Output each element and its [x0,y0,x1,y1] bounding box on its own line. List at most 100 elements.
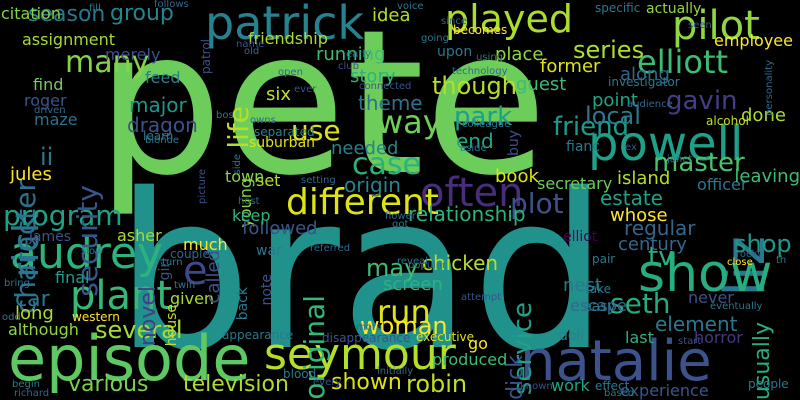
word-television: television [183,372,289,397]
word-close: close [727,257,753,268]
word-nest: nest [563,275,602,296]
word-picture: picture [197,169,208,204]
word-last: last [625,328,654,347]
word-keep: keep [232,206,271,225]
word-woman: woman [360,312,448,340]
word-leaving: leaving [734,166,800,187]
word-run: run [377,293,431,331]
word-guest: guest [516,74,567,95]
word-never: never [688,288,734,307]
word-story: story [350,66,396,87]
word-done: done [741,105,786,126]
word-elliot: elliot [563,229,598,245]
word-estate: estate [600,186,663,210]
word-group: group [110,1,174,26]
word-although: although [8,320,79,339]
word-open: open [278,67,303,78]
word-actually: actually [646,1,702,17]
word-note: note [259,274,275,306]
word-early: early [346,49,372,60]
word-technology: technology [452,66,508,77]
word-pilot: pilot [672,3,760,49]
word-voice: voice [397,1,424,12]
word-got: got [392,219,409,230]
word-e: e [183,248,208,294]
word-different: different [286,182,439,223]
word-book: book [495,166,539,187]
word-screen: screen [383,274,443,295]
word-doll: doll [559,328,585,344]
word-followed: followed [242,218,318,239]
word-appearance: appearance [222,328,294,342]
word-series: series [573,36,645,64]
word-played: played [445,0,573,41]
word-plot: plot [510,187,564,220]
word-along: along [620,64,670,85]
word-moral: moral [356,322,385,333]
word-island: island [617,168,671,189]
word-buy: buy [506,130,522,157]
word-experience: experience [620,381,709,400]
word-people: people [748,377,789,391]
word-end: end [456,129,494,153]
word-owns: owns [250,115,276,126]
word-set: set [256,171,281,190]
word-popular: popular [408,260,447,271]
word-may: may [366,254,419,282]
word-six: six [266,84,292,105]
word-setting: setting [301,175,336,186]
word-shown: shown [331,370,402,395]
word-blonde: blonde [145,135,180,146]
word-separated: separated [254,125,315,139]
word-origin: origin [344,173,401,197]
word-war: war [256,243,282,259]
word-richard: richard [14,388,50,399]
word-rocky: rocky [736,249,763,260]
word-back: back [235,287,251,321]
word-name: name [236,39,265,50]
word-audrey: audrey [10,228,164,279]
word-begin: begin [12,379,40,390]
word-gavin: gavin [666,86,738,116]
word-executive: executive [416,330,475,344]
word-personality: personality [764,60,775,116]
word-patrick: patrick [205,0,365,50]
word-much: much [183,235,228,254]
word-feed: feed [145,68,181,87]
word-program: program [3,199,123,232]
word-since: since [441,16,467,27]
word-find: find [33,75,64,94]
word-connected: connected [359,81,412,92]
word-many: many [65,45,150,80]
word-idea: idea [372,5,411,26]
word-relationship: relationship [408,202,526,226]
word-seth: seth [610,287,671,320]
word-follows: follows [154,0,189,10]
word-long: long [15,303,54,324]
word-seymour: seymour [264,329,456,380]
word-investigator: investigator [608,75,680,89]
word-reveal: reveal [397,256,429,267]
word-ex: ex [625,142,637,153]
word-officer: officer [697,175,748,194]
word-chicken: chicken [422,251,499,275]
word-regular: regular [624,216,696,240]
word-james: james [29,229,72,245]
word-point: point [592,90,638,111]
word-going: going [421,33,449,44]
word-initially: initially [377,366,414,377]
word-flower: flower [385,211,416,222]
word-turn: turn [162,257,183,268]
word-effect: effect [595,379,630,393]
word-ii: ii [40,143,54,171]
word-given: given [170,289,215,308]
word-becomes: becomes [453,23,508,37]
word-bring: bring [4,278,30,289]
word-though: though [432,72,517,100]
word-upon: upon [437,44,473,60]
word-robin: robin [406,370,468,398]
word-brad: brad [115,147,609,398]
word-attempt: attempt [461,292,502,303]
word-known: known [520,381,553,392]
